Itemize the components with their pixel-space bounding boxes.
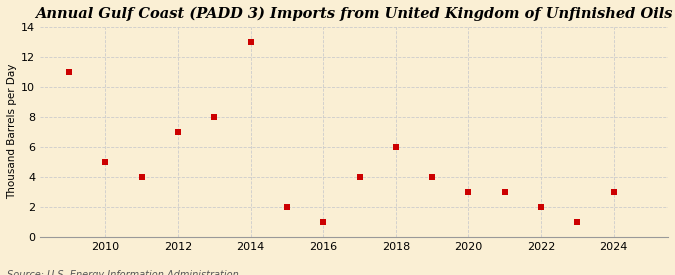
- Point: [500, 189, 510, 194]
- Point: [100, 160, 111, 164]
- Point: [63, 70, 74, 74]
- Text: Source: U.S. Energy Information Administration: Source: U.S. Energy Information Administ…: [7, 271, 238, 275]
- Point: [318, 219, 329, 224]
- Point: [173, 130, 184, 134]
- Point: [390, 144, 401, 149]
- Point: [245, 40, 256, 44]
- Point: [354, 174, 365, 179]
- Point: [209, 114, 220, 119]
- Point: [427, 174, 437, 179]
- Title: Annual Gulf Coast (PADD 3) Imports from United Kingdom of Unfinished Oils: Annual Gulf Coast (PADD 3) Imports from …: [35, 7, 673, 21]
- Point: [572, 219, 583, 224]
- Point: [463, 189, 474, 194]
- Point: [136, 174, 147, 179]
- Y-axis label: Thousand Barrels per Day: Thousand Barrels per Day: [7, 64, 17, 199]
- Point: [608, 189, 619, 194]
- Point: [535, 205, 546, 209]
- Point: [281, 205, 292, 209]
